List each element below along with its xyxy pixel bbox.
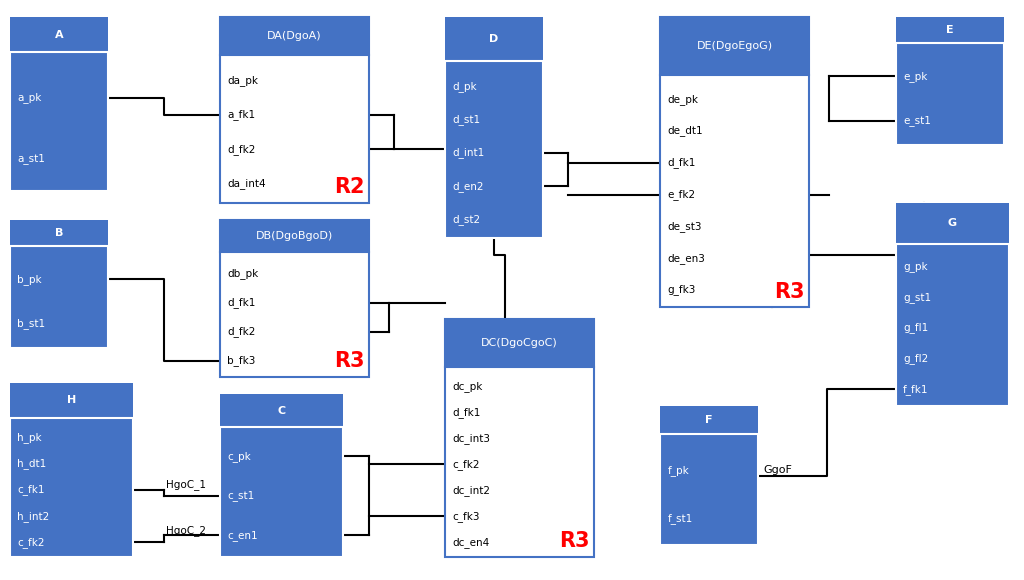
Text: E: E bbox=[946, 25, 953, 35]
Text: R2: R2 bbox=[334, 177, 365, 197]
Text: F: F bbox=[706, 415, 713, 425]
Text: g_pk: g_pk bbox=[903, 261, 928, 272]
Text: dc_int3: dc_int3 bbox=[453, 433, 490, 444]
FancyBboxPatch shape bbox=[445, 17, 543, 238]
Text: de_st3: de_st3 bbox=[668, 221, 702, 232]
Text: h_int2: h_int2 bbox=[17, 510, 49, 521]
Text: A: A bbox=[54, 30, 63, 40]
Text: c_pk: c_pk bbox=[227, 451, 251, 462]
Text: da_int4: da_int4 bbox=[227, 179, 266, 190]
Text: DE(DgoEgoG): DE(DgoEgoG) bbox=[696, 41, 773, 52]
Text: d_st2: d_st2 bbox=[453, 214, 480, 225]
Text: d_pk: d_pk bbox=[453, 81, 477, 92]
FancyBboxPatch shape bbox=[660, 406, 758, 434]
FancyBboxPatch shape bbox=[660, 17, 809, 307]
FancyBboxPatch shape bbox=[10, 17, 108, 52]
Text: d_fk1: d_fk1 bbox=[227, 298, 256, 308]
FancyBboxPatch shape bbox=[220, 220, 369, 377]
Text: DC(DgoCgoC): DC(DgoCgoC) bbox=[481, 338, 558, 348]
FancyBboxPatch shape bbox=[220, 394, 343, 557]
Text: HgoC_2: HgoC_2 bbox=[166, 525, 206, 536]
Text: DA(DgoA): DA(DgoA) bbox=[267, 31, 322, 41]
FancyBboxPatch shape bbox=[10, 383, 133, 418]
Text: b_fk3: b_fk3 bbox=[227, 356, 256, 367]
Text: D: D bbox=[489, 34, 499, 45]
Text: GgoF: GgoF bbox=[763, 465, 792, 475]
Text: d_fk1: d_fk1 bbox=[668, 157, 696, 168]
Text: a_st1: a_st1 bbox=[17, 153, 45, 164]
Text: c_fk1: c_fk1 bbox=[17, 484, 45, 495]
Text: C: C bbox=[278, 405, 286, 416]
Text: R3: R3 bbox=[334, 351, 365, 371]
Text: b_st1: b_st1 bbox=[17, 318, 45, 329]
FancyBboxPatch shape bbox=[660, 17, 809, 75]
Text: de_dt1: de_dt1 bbox=[668, 125, 703, 136]
Text: d_en2: d_en2 bbox=[453, 181, 484, 191]
Text: b_pk: b_pk bbox=[17, 274, 42, 285]
FancyBboxPatch shape bbox=[10, 220, 108, 348]
Text: a_fk1: a_fk1 bbox=[227, 110, 255, 121]
Text: g_fl2: g_fl2 bbox=[903, 353, 929, 364]
Text: d_int1: d_int1 bbox=[453, 147, 484, 158]
Text: a_pk: a_pk bbox=[17, 92, 42, 103]
Text: d_fk2: d_fk2 bbox=[227, 327, 256, 338]
FancyBboxPatch shape bbox=[220, 394, 343, 427]
FancyBboxPatch shape bbox=[10, 17, 108, 191]
Text: g_fk3: g_fk3 bbox=[668, 284, 696, 295]
Text: dc_pk: dc_pk bbox=[453, 380, 483, 392]
Text: d_st1: d_st1 bbox=[453, 114, 480, 125]
FancyBboxPatch shape bbox=[660, 406, 758, 545]
FancyBboxPatch shape bbox=[445, 319, 594, 367]
Text: R3: R3 bbox=[774, 282, 805, 302]
Text: dc_int2: dc_int2 bbox=[453, 485, 490, 496]
FancyBboxPatch shape bbox=[10, 220, 108, 246]
Text: G: G bbox=[948, 218, 956, 229]
Text: d_fk1: d_fk1 bbox=[453, 407, 481, 418]
Text: e_st1: e_st1 bbox=[903, 115, 931, 126]
Text: h_pk: h_pk bbox=[17, 432, 42, 443]
Text: HgoC_1: HgoC_1 bbox=[166, 479, 206, 490]
Text: dc_en4: dc_en4 bbox=[453, 537, 489, 548]
Text: de_en3: de_en3 bbox=[668, 253, 706, 263]
Text: B: B bbox=[54, 228, 63, 238]
Text: e_fk2: e_fk2 bbox=[668, 189, 695, 200]
FancyBboxPatch shape bbox=[220, 220, 369, 252]
Text: da_pk: da_pk bbox=[227, 75, 258, 86]
Text: c_st1: c_st1 bbox=[227, 490, 255, 501]
FancyBboxPatch shape bbox=[220, 17, 369, 55]
FancyBboxPatch shape bbox=[896, 203, 1009, 406]
FancyBboxPatch shape bbox=[896, 203, 1009, 244]
Text: H: H bbox=[67, 395, 77, 405]
Text: h_dt1: h_dt1 bbox=[17, 458, 47, 469]
Text: de_pk: de_pk bbox=[668, 94, 698, 104]
FancyBboxPatch shape bbox=[220, 17, 369, 203]
FancyBboxPatch shape bbox=[896, 17, 1004, 43]
Text: f_st1: f_st1 bbox=[668, 513, 693, 524]
Text: f_pk: f_pk bbox=[668, 465, 689, 476]
Text: c_fk2: c_fk2 bbox=[17, 537, 45, 548]
FancyBboxPatch shape bbox=[445, 17, 543, 61]
Text: c_fk2: c_fk2 bbox=[453, 459, 480, 470]
Text: f_fk1: f_fk1 bbox=[903, 384, 929, 394]
Text: R3: R3 bbox=[559, 531, 590, 551]
Text: g_fl1: g_fl1 bbox=[903, 322, 929, 333]
Text: DB(DgoBgoD): DB(DgoBgoD) bbox=[256, 231, 333, 241]
Text: d_fk2: d_fk2 bbox=[227, 144, 256, 155]
Text: e_pk: e_pk bbox=[903, 71, 928, 82]
Text: c_fk3: c_fk3 bbox=[453, 511, 480, 522]
FancyBboxPatch shape bbox=[896, 17, 1004, 145]
Text: db_pk: db_pk bbox=[227, 268, 259, 279]
Text: g_st1: g_st1 bbox=[903, 292, 931, 303]
FancyBboxPatch shape bbox=[445, 319, 594, 557]
Text: c_en1: c_en1 bbox=[227, 530, 258, 541]
FancyBboxPatch shape bbox=[10, 383, 133, 557]
